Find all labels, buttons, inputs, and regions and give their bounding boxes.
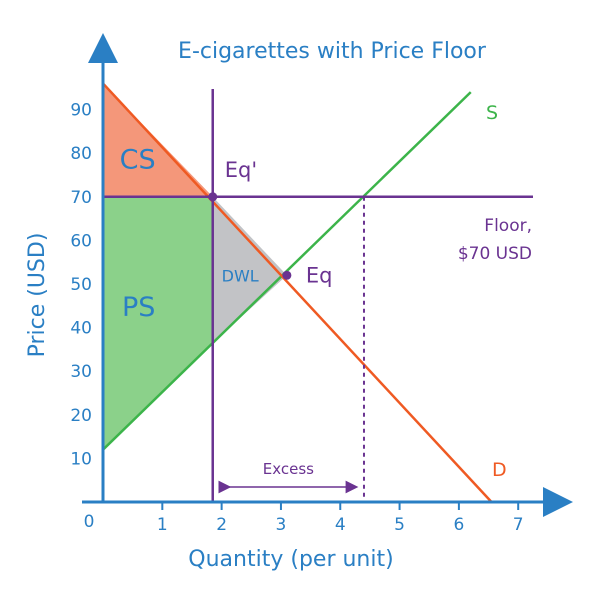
- floor-label-line1: Floor,: [484, 216, 532, 236]
- ps-label: PS: [122, 292, 155, 323]
- lines-layer: [102, 82, 533, 503]
- excess-label: Excess: [263, 460, 314, 478]
- y-tick-label-60: 60: [70, 231, 92, 251]
- x-tick-label-2: 2: [216, 515, 227, 535]
- x-tick-label-4: 4: [335, 515, 346, 535]
- region-dwl: [212, 196, 287, 343]
- origin-label: 0: [84, 512, 95, 532]
- series-line-d: [102, 82, 493, 503]
- y-tick-label-70: 70: [70, 188, 92, 208]
- x-tick-label-3: 3: [276, 515, 287, 535]
- x-tick-label-7: 7: [513, 515, 524, 535]
- y-tick-label-20: 20: [70, 406, 92, 426]
- dwl-label: DWL: [222, 266, 259, 285]
- labels-layer: CS PS DWL Excess Eq' Eq Floor, $70 USD S D: [120, 102, 532, 481]
- axes-layer: 1 2 3 4 5 6 7 10 20 30 40 50 60 70 80 90 0: [70, 33, 573, 535]
- eq-label: Eq: [306, 263, 333, 287]
- x-axis-title: Quantity (per unit): [188, 547, 393, 572]
- demand-label: D: [492, 459, 507, 481]
- region-ps: [103, 196, 213, 450]
- x-tick-label-5: 5: [394, 515, 405, 535]
- cs-label: CS: [120, 144, 156, 175]
- x-tick-label-1: 1: [157, 515, 168, 535]
- eq-prime-label: Eq': [225, 158, 257, 182]
- region-cs: [103, 83, 213, 197]
- chart-title: E-cigarettes with Price Floor: [178, 39, 487, 64]
- supply-label: S: [486, 102, 498, 124]
- regions-layer: [103, 83, 287, 450]
- y-tick-label-80: 80: [70, 144, 92, 164]
- floor-label-line2: $70 USD: [458, 244, 532, 264]
- y-tick-label-90: 90: [70, 101, 92, 121]
- y-tick-label-40: 40: [70, 319, 92, 339]
- eq-prime-point: [208, 192, 218, 202]
- y-axis-title: Price (USD): [25, 233, 50, 358]
- y-tick-label-50: 50: [70, 275, 92, 295]
- x-tick-label-6: 6: [453, 515, 464, 535]
- eq-point: [282, 270, 292, 280]
- y-tick-label-10: 10: [70, 449, 92, 469]
- y-tick-label-30: 30: [70, 362, 92, 382]
